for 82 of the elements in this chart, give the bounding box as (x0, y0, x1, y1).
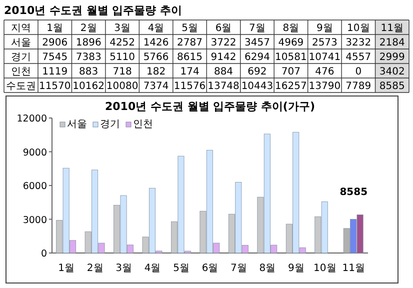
y-tick-label: 3000 (22, 214, 47, 226)
data-label: 16257 (275, 81, 307, 92)
data-label: 884 (214, 66, 234, 78)
x-tick-label: 3월 (116, 263, 132, 274)
data-label: 10443 (241, 81, 274, 92)
x-tick-label: 10월 (314, 263, 336, 274)
data-label: 13748 (208, 81, 240, 92)
x-tick-label: 7월 (249, 23, 266, 34)
data-label: 174 (180, 66, 200, 78)
data-label: 4557 (346, 52, 372, 63)
data-label: 13790 (308, 81, 341, 92)
x-tick-label: 4월 (144, 263, 161, 274)
data-label: 10581 (275, 52, 307, 63)
data-label: 7383 (76, 52, 102, 63)
data-label: 5766 (143, 52, 169, 63)
data-label: 7545 (42, 52, 68, 63)
x-tick-label: 1월 (46, 23, 64, 34)
y-tick-label: 6000 (22, 181, 47, 192)
data-label: 10162 (72, 81, 104, 92)
x-tick-label: 8월 (282, 23, 300, 34)
data-label: 2184 (379, 38, 405, 48)
data-label: 7374 (143, 81, 169, 92)
data-label: 7789 (346, 81, 372, 92)
data-label: 8585 (379, 81, 405, 92)
data-label: 3457 (244, 38, 270, 48)
x-tick-label: 2월 (80, 23, 97, 34)
x-tick-label: 9월 (316, 23, 333, 34)
y-tick-label: 9000 (22, 147, 47, 158)
y-tick-label: 0 (40, 248, 47, 260)
data-label: 8615 (177, 52, 202, 63)
data-label: 0 (355, 66, 362, 78)
data-label: 6294 (244, 52, 270, 63)
x-tick-label: 11월 (342, 263, 366, 274)
x-tick-label: 4월 (148, 23, 164, 34)
x-tick-label: 2월 (86, 263, 104, 274)
data-label: 9142 (210, 52, 236, 63)
data-label: 3402 (379, 66, 405, 78)
x-tick-label: 8월 (259, 263, 276, 274)
chart-title: 2010년 수도권 월별 입주물량 추이(가구) (105, 100, 315, 113)
x-tick-label: 6월 (202, 263, 218, 274)
data-label: 4252 (110, 38, 136, 48)
y-tick-label: 12000 (16, 114, 47, 124)
data-label: 2906 (42, 38, 68, 48)
x-tick-label: 5월 (182, 23, 198, 34)
x-tick-label: 11월 (380, 23, 404, 34)
data-label: 10741 (308, 52, 341, 63)
chart-title: 2010년 수도권 월별 입주물량 추이 (4, 4, 182, 17)
data-label: 11570 (38, 81, 71, 92)
y-tick-label: 경기 (11, 52, 31, 63)
data-label: 692 (248, 66, 267, 78)
x-tick-label: 5월 (173, 263, 190, 274)
data-label: 2573 (312, 38, 338, 48)
legend-label: 인천 (133, 119, 153, 130)
data-label: 11576 (174, 81, 206, 92)
data-label: 10080 (106, 81, 138, 92)
data-label: 3232 (346, 38, 372, 48)
annotation: 8585 (340, 187, 368, 198)
y-axis-title: 지역 (11, 23, 31, 34)
y-tick-label: 수도권 (6, 81, 36, 92)
data-label: 707 (281, 66, 300, 78)
legend-label: 경기 (100, 119, 120, 130)
data-label: 476 (315, 66, 334, 78)
data-label: 2787 (177, 38, 202, 48)
data-label: 1426 (143, 38, 169, 48)
data-label: 718 (112, 66, 132, 78)
data-label: 883 (79, 66, 98, 78)
y-tick-label: 인천 (11, 66, 31, 78)
x-tick-label: 1월 (58, 263, 75, 274)
data-label: 1896 (76, 38, 102, 48)
x-tick-label: 9월 (288, 263, 304, 274)
x-tick-label: 3월 (114, 23, 131, 34)
x-tick-label: 7월 (230, 263, 247, 274)
data-label: 2999 (379, 52, 405, 63)
data-label: 1119 (42, 66, 68, 78)
data-label: 182 (146, 66, 166, 78)
data-label: 4969 (278, 38, 304, 48)
x-tick-label: 10월 (347, 23, 370, 34)
data-label: 3722 (210, 38, 236, 48)
y-tick-label: 서울 (11, 38, 31, 48)
legend-label: 서울 (67, 119, 87, 130)
x-tick-label: 6월 (215, 23, 232, 34)
data-label: 5110 (110, 52, 136, 63)
